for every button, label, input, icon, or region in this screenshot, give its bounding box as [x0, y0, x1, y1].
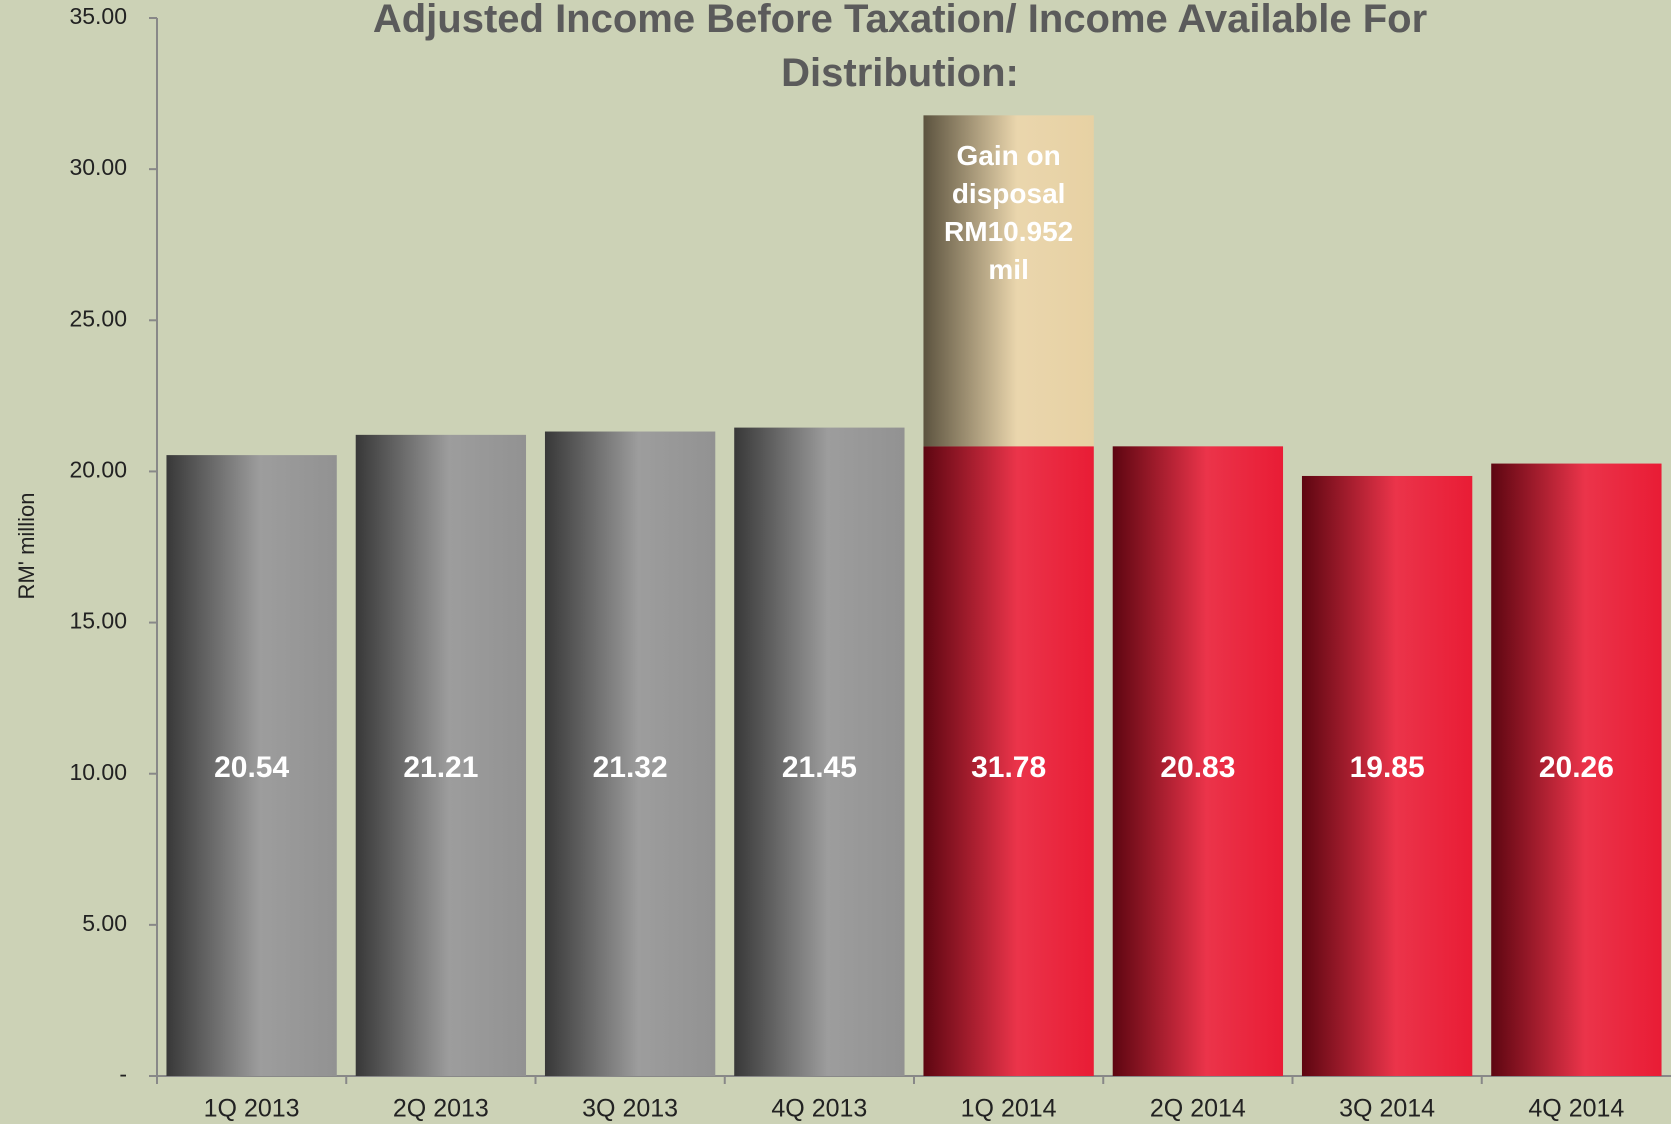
x-tick-label: 3Q 2014 [1339, 1095, 1435, 1123]
data-label: 19.85 [1350, 751, 1425, 784]
y-tick-label: 15.00 [69, 608, 127, 634]
y-tick-label: - [119, 1061, 127, 1087]
bar [544, 431, 716, 1076]
bar [355, 434, 527, 1076]
bar [1491, 463, 1662, 1076]
y-tick-label: 20.00 [69, 457, 127, 483]
y-axis-label: RM' million [14, 493, 39, 600]
y-tick-label: 10.00 [69, 759, 127, 785]
x-tick-label: 1Q 2013 [204, 1095, 300, 1123]
annotation: Gain on disposal RM10.952 mil [944, 140, 1074, 286]
bar [1112, 446, 1284, 1076]
bar [1301, 475, 1473, 1076]
y-tick-label: 30.00 [69, 154, 127, 180]
gain-segment [923, 115, 1094, 447]
y-tick-label: 5.00 [82, 910, 127, 936]
data-label: 21.21 [403, 751, 478, 784]
y-tick-label: 35.00 [69, 3, 127, 29]
x-tick-label: 2Q 2013 [393, 1095, 489, 1123]
x-tick-label: 4Q 2013 [771, 1095, 867, 1123]
x-tick-label: 1Q 2014 [961, 1095, 1057, 1123]
chart-title: Adjusted Income Before Taxation/ Income … [372, 0, 1428, 95]
data-label: 31.78 [971, 751, 1046, 784]
x-tick-label: 3Q 2013 [582, 1095, 678, 1123]
data-label: 21.32 [593, 751, 668, 784]
x-tick-label: 2Q 2014 [1150, 1095, 1246, 1123]
bar [734, 427, 905, 1076]
data-label: 20.83 [1160, 751, 1235, 784]
x-tick-label: 4Q 2014 [1528, 1095, 1624, 1123]
bar [923, 446, 1094, 1077]
data-label: 20.54 [214, 751, 289, 784]
bar [166, 455, 337, 1077]
data-label: 21.45 [782, 751, 857, 784]
y-tick-label: 25.00 [69, 305, 127, 331]
data-label: 20.26 [1539, 751, 1614, 784]
